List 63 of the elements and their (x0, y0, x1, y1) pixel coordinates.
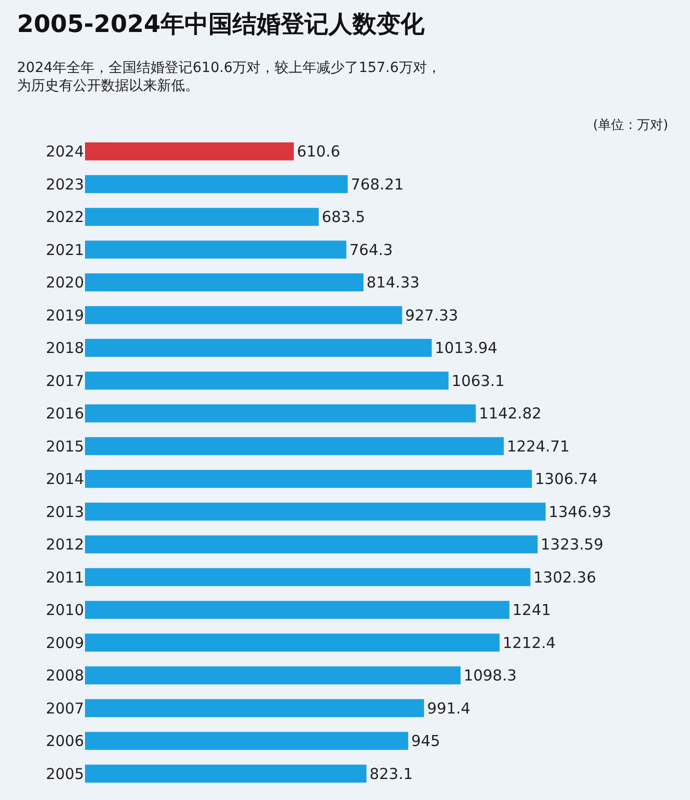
data-label: 1346.93 (548, 502, 612, 521)
y-tick-label: 2016 (46, 404, 84, 423)
y-tick-label: 2022 (46, 208, 84, 226)
bar (85, 568, 530, 586)
data-label: 1302.36 (533, 568, 596, 586)
y-tick-label: 2011 (46, 568, 84, 586)
data-label: 764.3 (349, 240, 393, 259)
bar (85, 666, 461, 684)
y-tick-label: 2012 (46, 536, 84, 554)
bar (85, 699, 424, 718)
bar (85, 764, 366, 783)
y-tick-label: 2023 (46, 175, 84, 194)
bar (85, 240, 346, 259)
data-label: 1212.4 (502, 634, 556, 652)
data-label: 1306.74 (534, 470, 598, 488)
y-tick-label: 2020 (46, 274, 84, 292)
data-label: 991.4 (427, 699, 470, 718)
y-tick-label: 2014 (46, 470, 84, 488)
data-label: 945 (411, 732, 440, 750)
bar (85, 732, 408, 750)
bar (85, 404, 476, 422)
bar (85, 437, 504, 456)
y-tick-label: 2017 (46, 372, 84, 390)
bar (85, 372, 449, 390)
data-label: 1013.94 (434, 339, 498, 358)
bar (85, 470, 532, 488)
data-label: 1224.71 (506, 437, 570, 456)
bar (85, 535, 538, 554)
bar (85, 142, 294, 160)
y-tick-label: 2018 (46, 339, 84, 358)
y-tick-label: 2015 (46, 437, 84, 456)
bar (85, 175, 348, 194)
bar (85, 502, 546, 521)
y-tick-label: 2024 (46, 142, 84, 161)
chart-title: 2005-2024年中国结婚登记人数变化 (17, 10, 426, 38)
bar (85, 306, 402, 324)
data-label: 823.1 (370, 764, 413, 783)
data-label: 683.5 (322, 208, 366, 226)
y-tick-label: 2010 (46, 601, 84, 620)
data-label: 610.6 (296, 142, 340, 161)
data-label: 927.33 (405, 306, 458, 324)
data-label: 768.21 (350, 175, 404, 194)
bar (85, 208, 319, 226)
y-tick-label: 2021 (46, 240, 84, 259)
y-tick-label: 2013 (46, 502, 84, 521)
data-label: 1063.1 (452, 372, 505, 390)
bar (85, 600, 510, 619)
text: (单位：万对) (593, 118, 668, 133)
y-tick-label: 2005 (46, 764, 84, 783)
y-tick-label: 2008 (46, 666, 84, 685)
y-tick-label: 2009 (46, 634, 84, 652)
data-label: 1098.3 (464, 666, 517, 685)
bar (85, 634, 500, 652)
y-tick-label: 2006 (46, 732, 84, 750)
data-label: 1323.59 (540, 536, 604, 554)
y-tick-label: 2007 (46, 699, 84, 718)
bar (85, 338, 432, 357)
data-label: 814.33 (366, 274, 420, 292)
y-tick-label: 2019 (46, 306, 84, 324)
chart-subtitle: 2024年全年，全国结婚登记610.6万对，较上年减少了157.6万对，为历史有公开数据以来新低。 (17, 60, 441, 94)
data-label: 1241 (512, 601, 551, 620)
bar (85, 273, 364, 292)
data-label: 1142.82 (478, 404, 542, 423)
